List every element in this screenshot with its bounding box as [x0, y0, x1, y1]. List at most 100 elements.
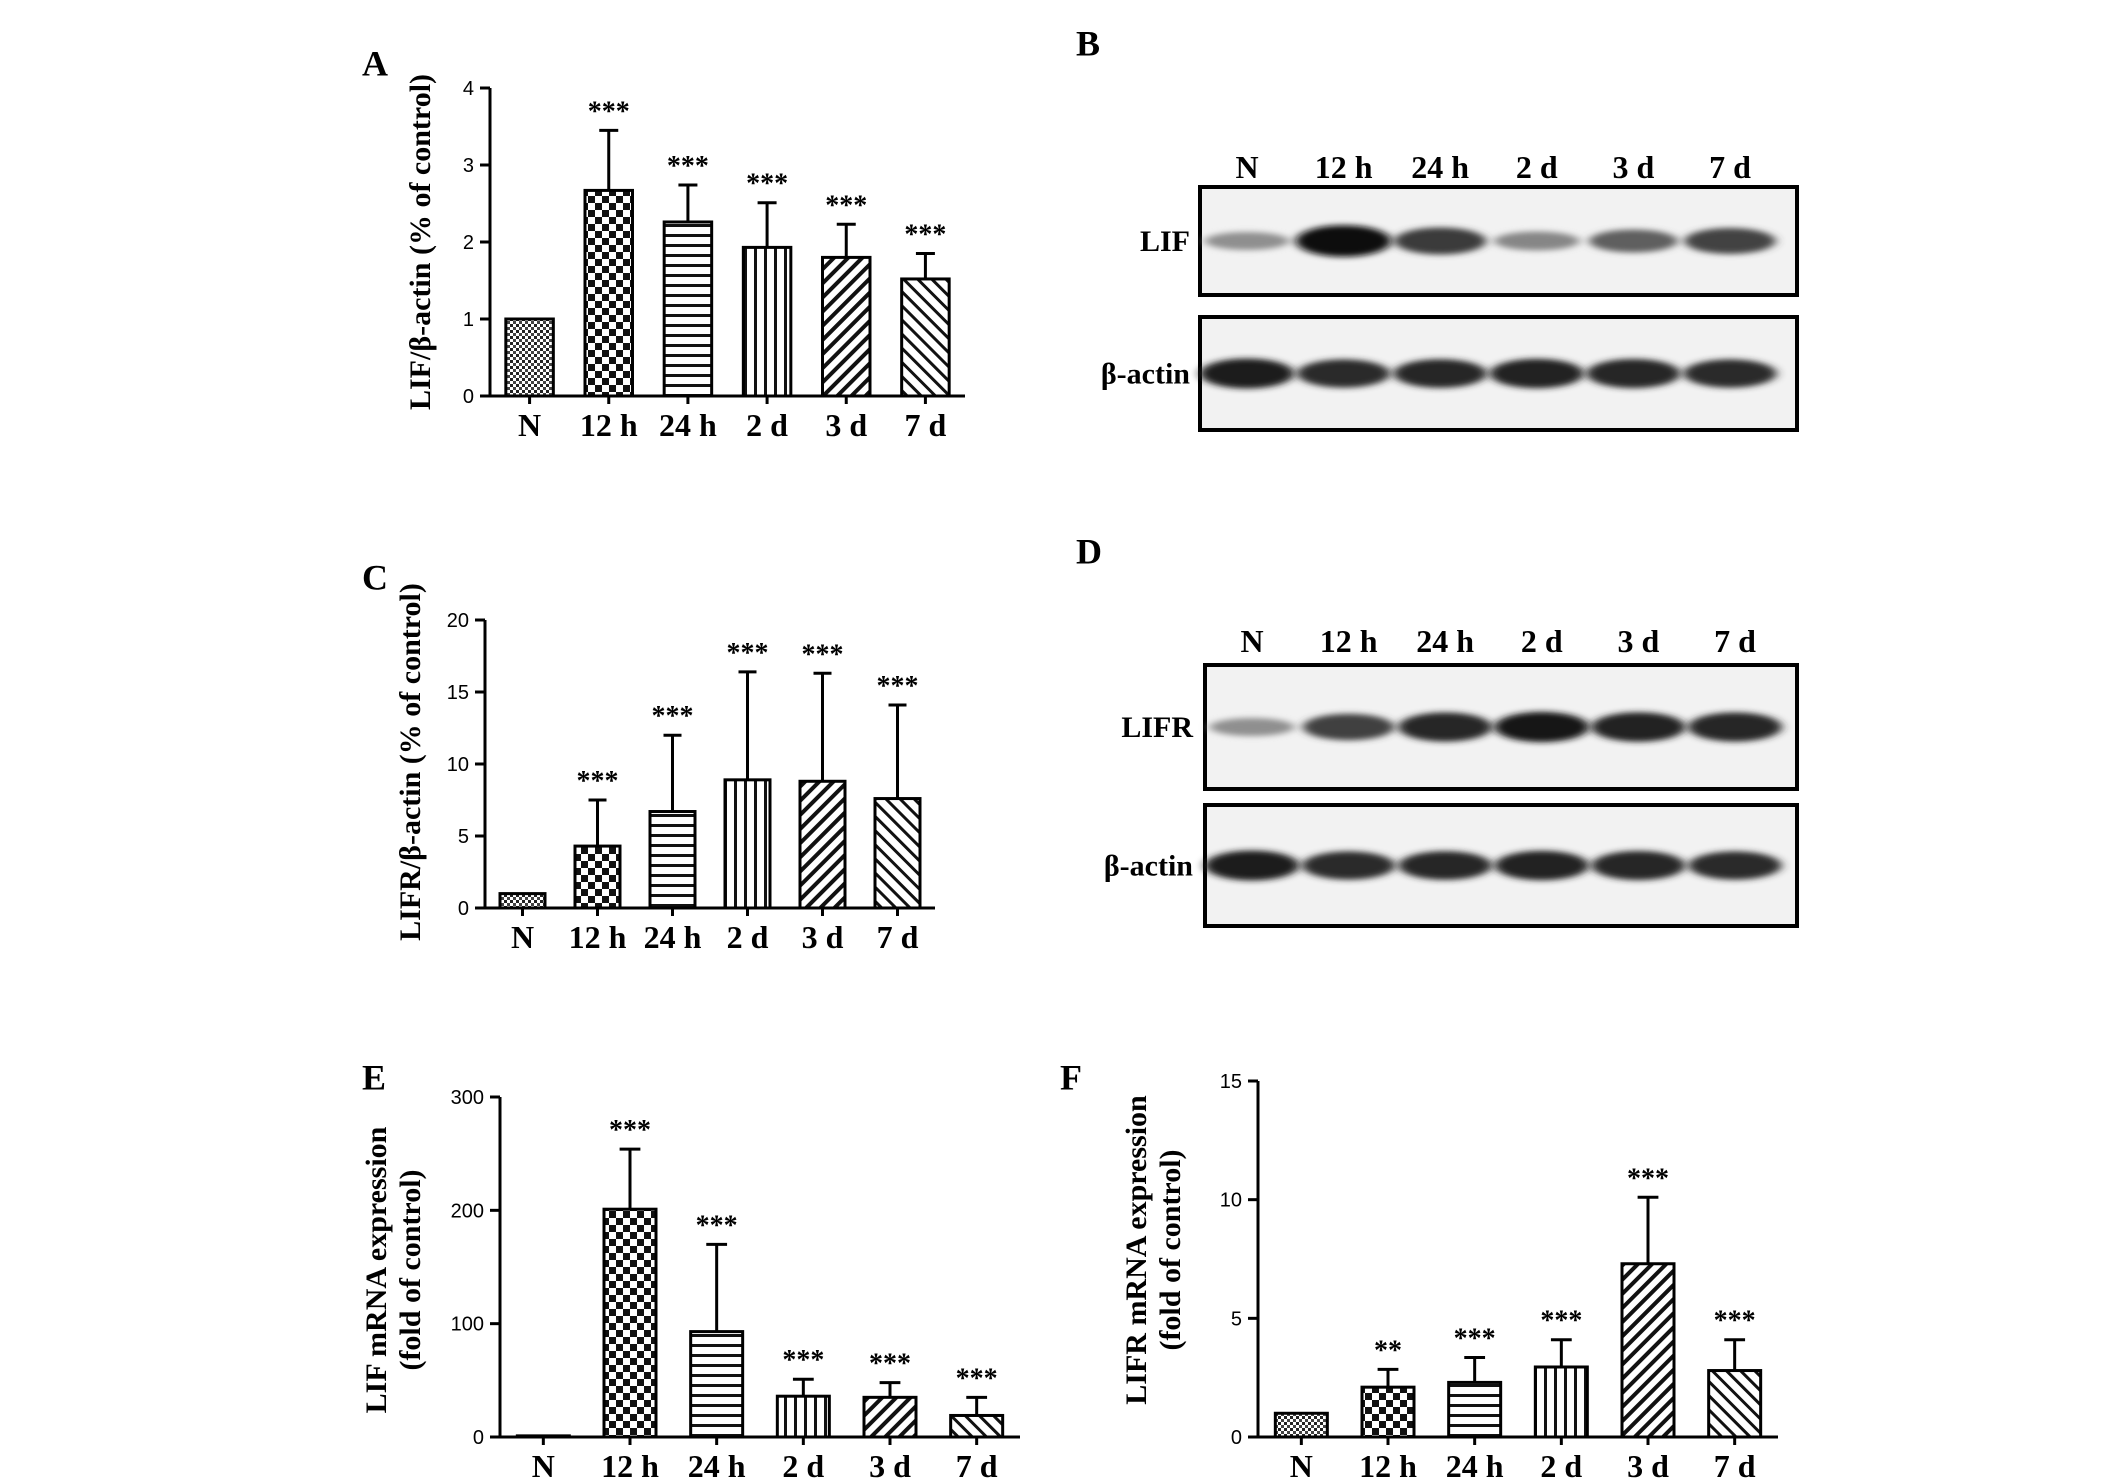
blot-band	[1199, 358, 1295, 389]
bar	[573, 844, 622, 910]
x-tick-label: 7 d	[905, 407, 947, 443]
y-tick-label: 0	[463, 386, 474, 408]
significance-label: **	[1374, 1335, 1402, 1366]
y-tick-label: 15	[1220, 1071, 1242, 1093]
bar	[689, 1330, 745, 1439]
blot-panel-d: D N 12 h 24 h 2 d 3 d 7 d LIFR β-actin	[1076, 532, 1799, 928]
blot-band	[1683, 359, 1777, 388]
y-tick-label: 300	[451, 1087, 484, 1109]
x-tick-label: 24 h	[659, 407, 717, 443]
blot-band	[1494, 850, 1589, 881]
bar	[741, 245, 793, 398]
significance-label: ***	[877, 671, 919, 702]
blot-band	[1586, 358, 1681, 389]
y-axis-label-line: LIF/β-actin (% of control)	[404, 74, 437, 410]
x-tick-label: 24 h	[1446, 1448, 1504, 1484]
y-axis-label: LIFR/β-actin (% of control)	[394, 583, 427, 941]
significance-label: ***	[727, 638, 769, 669]
y-tick-label: 0	[458, 898, 469, 920]
panel-letter: E	[362, 1058, 386, 1098]
panel-letter: A	[362, 44, 388, 84]
significance-label: ***	[1714, 1306, 1756, 1337]
chart-panel-e: E 0 100 200 300 LIF mRNA expression(fold of c…	[360, 1058, 1020, 1484]
x-tick-label: 7 d	[877, 919, 919, 955]
y-tick-label: 10	[447, 754, 469, 776]
x-tick-label: N	[511, 919, 534, 955]
significance-label: ***	[696, 1210, 738, 1241]
y-axis-label-line: LIFR/β-actin (% of control)	[394, 583, 427, 941]
panel-letter: D	[1076, 532, 1102, 572]
chart-panel-f: F 0 5 10 15 LIFR mRNA expression(fold of cont…	[1060, 1058, 1778, 1484]
significance-label: ***	[802, 639, 844, 670]
chart-panel-c: C 0 5 10 15 20 LIFR/β-actin (% of control) N 12 …	[362, 558, 935, 955]
x-tick-label: N	[1290, 1448, 1313, 1484]
blot-band	[1591, 850, 1686, 881]
bar	[949, 1413, 1005, 1439]
bar	[662, 220, 714, 398]
blot-band	[1688, 712, 1782, 742]
bar	[1707, 1369, 1763, 1439]
y-tick-label: 5	[1231, 1308, 1242, 1330]
significance-label: ***	[588, 96, 630, 127]
bar	[723, 778, 772, 910]
blot-band	[1688, 851, 1782, 880]
significance-label: ***	[1627, 1163, 1669, 1194]
x-tick-label: N	[532, 1448, 555, 1484]
y-axis-label: LIF/β-actin (% of control)	[404, 74, 437, 410]
y-tick-label: 3	[463, 155, 474, 177]
bar	[1360, 1385, 1416, 1439]
x-tick-label: 24 h	[688, 1448, 746, 1484]
y-tick-label: 1	[463, 309, 474, 331]
x-tick-label: 2 d	[746, 407, 788, 443]
significance-label: ***	[609, 1115, 651, 1146]
y-tick-label: 4	[463, 78, 474, 100]
blot-band	[1302, 713, 1395, 741]
y-axis-label: LIF mRNA expression(fold of control)	[360, 1126, 427, 1413]
y-tick-label: 100	[451, 1314, 484, 1336]
y-tick-label: 15	[447, 682, 469, 704]
x-tick-label: 3 d	[825, 407, 867, 443]
blot-band	[1494, 231, 1580, 251]
significance-label: ***	[904, 220, 946, 251]
y-tick-label: 20	[447, 610, 469, 632]
y-tick-label: 200	[451, 1200, 484, 1222]
bar	[873, 797, 922, 910]
bar	[798, 779, 847, 910]
blot-lane-label: 2 d	[1516, 149, 1558, 185]
y-tick-label: 2	[463, 232, 474, 254]
blot-lane-label: 24 h	[1416, 623, 1474, 659]
y-tick-label: 5	[458, 826, 469, 848]
y-tick-label: 10	[1220, 1190, 1242, 1212]
blot-band	[1684, 228, 1776, 254]
bar	[648, 810, 697, 910]
panel-letter: B	[1076, 24, 1100, 64]
bar	[1533, 1365, 1589, 1439]
y-axis-label-line: LIF mRNA expression	[360, 1126, 393, 1413]
blot-lane-label: 3 d	[1618, 623, 1660, 659]
blot-lane-label: 2 d	[1521, 623, 1563, 659]
blot-row-label: β-actin	[1101, 358, 1190, 391]
x-tick-label: 12 h	[601, 1448, 659, 1484]
significance-label: ***	[577, 766, 619, 797]
blot-band	[1297, 359, 1391, 388]
bar	[515, 1434, 571, 1439]
significance-label: ***	[667, 151, 709, 182]
x-tick-label: 3 d	[802, 919, 844, 955]
blot-lane-label: 12 h	[1320, 623, 1378, 659]
blot-band	[1295, 225, 1392, 257]
blot-lane-label: 3 d	[1613, 149, 1655, 185]
blot-band	[1209, 718, 1295, 736]
x-tick-label: 2 d	[782, 1448, 824, 1484]
x-tick-label: 7 d	[1714, 1448, 1756, 1484]
x-tick-label: 3 d	[869, 1448, 911, 1484]
significance-label: ***	[825, 190, 867, 221]
significance-label: ***	[1540, 1306, 1582, 1337]
bar	[775, 1394, 831, 1439]
x-tick-label: 3 d	[1627, 1448, 1669, 1484]
bar	[862, 1395, 918, 1439]
bar	[602, 1207, 658, 1439]
blot-band	[1398, 851, 1492, 880]
blot-row-label: LIFR	[1121, 711, 1193, 744]
bar	[1273, 1411, 1329, 1439]
blot-band	[1204, 850, 1300, 881]
